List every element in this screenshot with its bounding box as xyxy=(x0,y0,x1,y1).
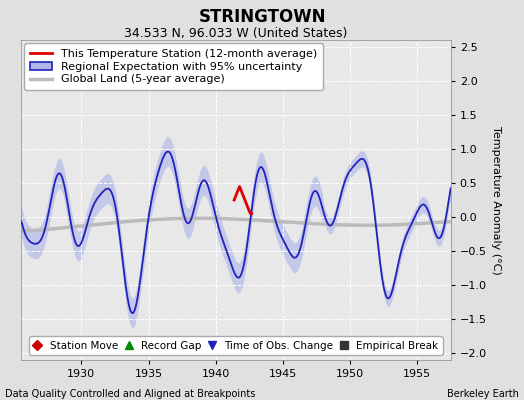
Legend: Station Move, Record Gap, Time of Obs. Change, Empirical Break: Station Move, Record Gap, Time of Obs. C… xyxy=(29,336,443,355)
Text: Data Quality Controlled and Aligned at Breakpoints: Data Quality Controlled and Aligned at B… xyxy=(5,389,256,399)
Text: Berkeley Earth: Berkeley Earth xyxy=(447,389,519,399)
Point xyxy=(245,340,254,346)
Title: 34.533 N, 96.033 W (United States): 34.533 N, 96.033 W (United States) xyxy=(124,27,347,40)
Text: STRINGTOWN: STRINGTOWN xyxy=(198,8,326,26)
Y-axis label: Temperature Anomaly (°C): Temperature Anomaly (°C) xyxy=(490,126,500,274)
